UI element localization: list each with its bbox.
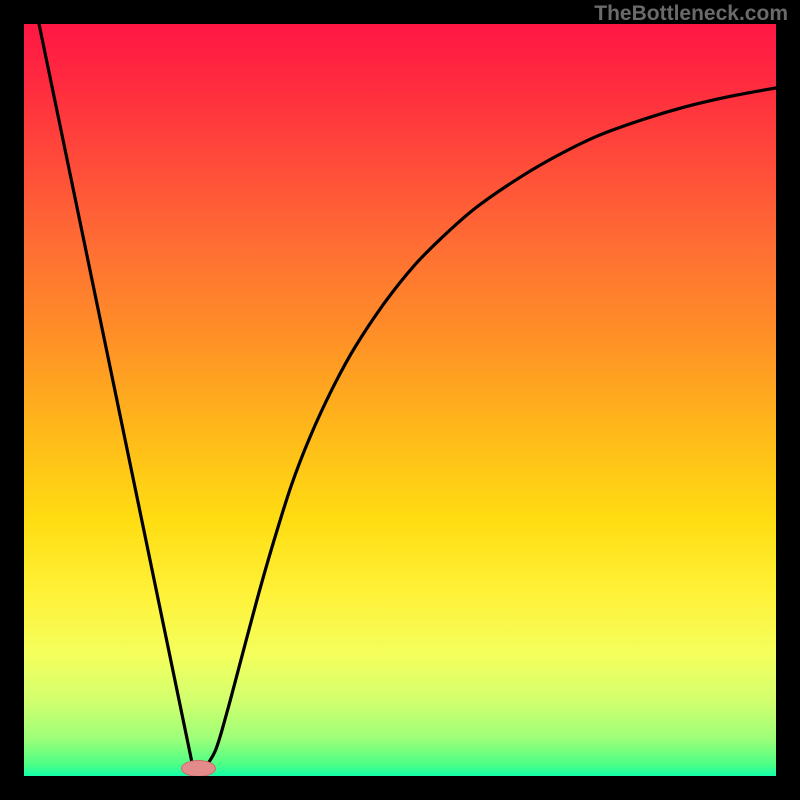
chart-container: TheBottleneck.com: [0, 0, 800, 800]
optimal-point-marker: [181, 760, 215, 776]
plot-background: [24, 24, 776, 776]
bottleneck-chart: [0, 0, 800, 800]
watermark-label: TheBottleneck.com: [594, 2, 788, 26]
